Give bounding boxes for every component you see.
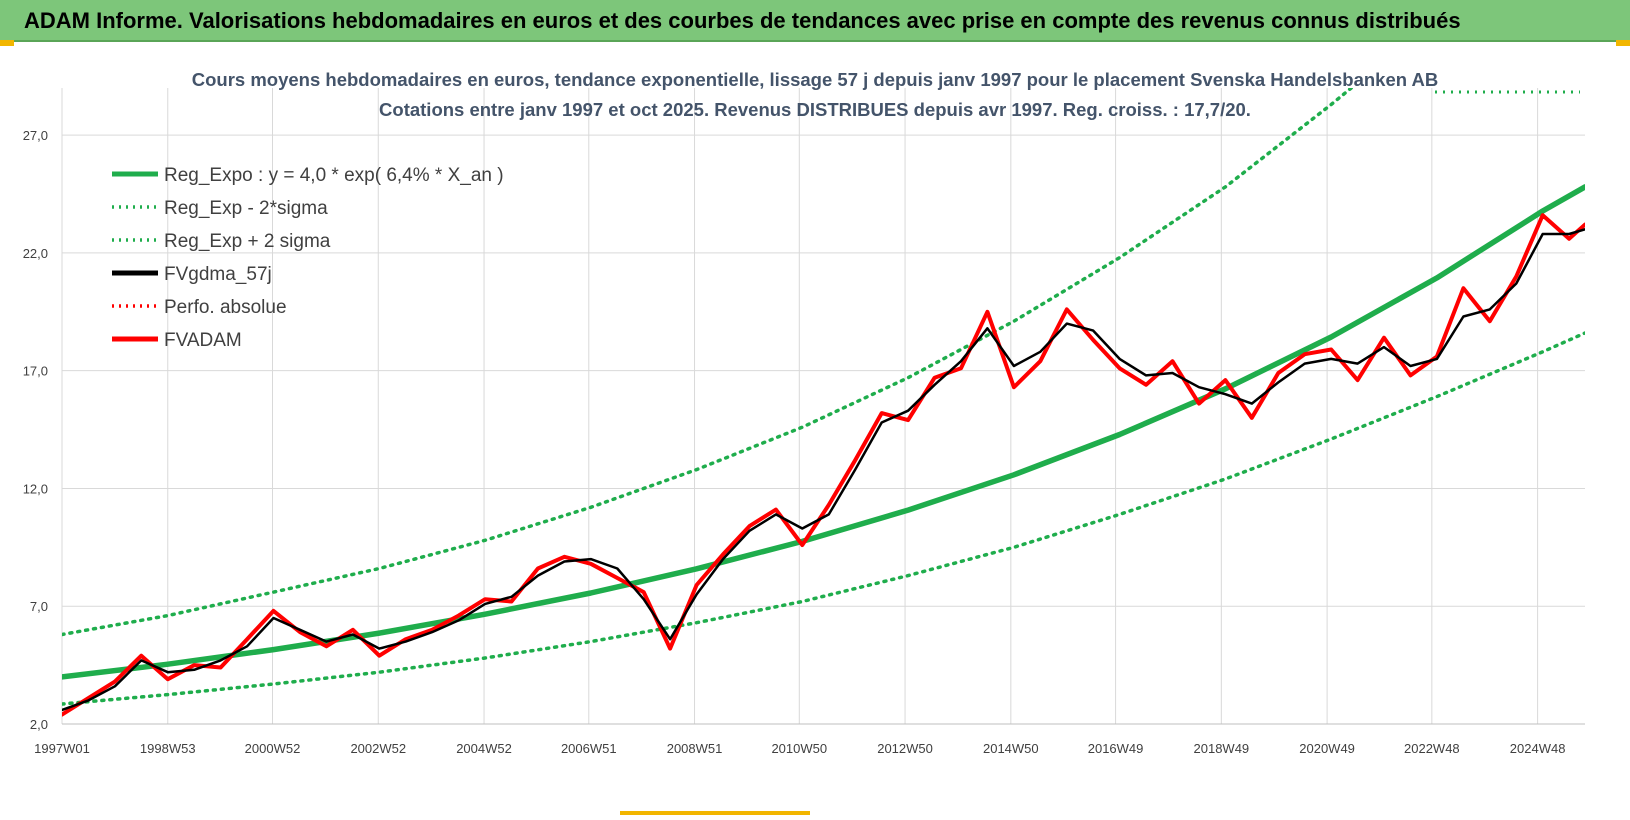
y-tick-label: 7,0 [30,599,48,614]
fvadam-line [62,213,1585,717]
legend-item: FVADAM [112,330,242,351]
x-tick-label: 2024W48 [1510,741,1566,756]
bottom-accent-mark [620,811,810,815]
chart-subtitle: Cotations entre janv 1997 et oct 2025. R… [379,99,1251,120]
y-tick-label: 17,0 [23,364,48,379]
series-layer [62,88,1585,717]
x-tick-label: 2000W52 [245,741,301,756]
page-title: ADAM Informe. Valorisations hebdomadaire… [24,8,1461,33]
header-bar: ADAM Informe. Valorisations hebdomadaire… [0,0,1630,42]
corner-mark-right [1616,40,1630,46]
x-tick-label: 2004W52 [456,741,512,756]
reg-exp-plus-2sigma-line [62,88,1354,637]
reg-exp-minus-2sigma-line [62,331,1585,706]
reg-expo-line [62,184,1585,680]
x-tick-label: 1997W01 [34,741,90,756]
y-tick-label: 22,0 [23,246,48,261]
axis-labels: 2,0 7,0 12,0 17,0 22,0 27,0 1997W01 1998W53 2000… [23,128,1566,756]
legend-label: FVADAM [164,330,242,351]
gridlines [61,88,1585,725]
y-tick-label: 12,0 [23,481,48,496]
legend-item: FVgdma_57j [112,264,272,285]
y-tick-label: 27,0 [23,128,48,143]
x-tick-label: 2012W50 [877,741,933,756]
y-tick-label: 2,0 [30,717,48,732]
x-tick-label: 2014W50 [983,741,1039,756]
x-tick-label: 2022W48 [1404,741,1460,756]
chart-title: Cours moyens hebdomadaires en euros, ten… [192,69,1438,90]
fvgdma-line [62,228,1585,712]
chart-area: 2,0 7,0 12,0 17,0 22,0 27,0 1997W01 1998W53 2000… [0,44,1630,815]
x-tick-label: 2018W49 [1194,741,1250,756]
x-tick-label: 2006W51 [561,741,617,756]
x-tick-label: 2020W49 [1299,741,1355,756]
legend: Reg_Expo : y = 4,0 * exp( 6,4% * X_an ) R… [112,165,504,351]
legend-label: Perfo. absolue [164,297,287,318]
legend-label: Reg_Exp + 2 sigma [164,231,331,252]
x-tick-label: 2002W52 [350,741,406,756]
legend-item: Perfo. absolue [112,297,287,318]
legend-item: Reg_Expo : y = 4,0 * exp( 6,4% * X_an ) [112,165,504,186]
x-tick-label: 2010W50 [771,741,827,756]
legend-label: Reg_Exp - 2*sigma [164,198,328,219]
corner-mark-left [0,40,14,46]
legend-label: Reg_Expo : y = 4,0 * exp( 6,4% * X_an ) [164,165,504,186]
x-tick-label: 1998W53 [140,741,196,756]
legend-label: FVgdma_57j [164,264,272,285]
legend-item: Reg_Exp + 2 sigma [112,231,331,252]
line-chart: 2,0 7,0 12,0 17,0 22,0 27,0 1997W01 1998W53 2000… [23,69,1585,756]
legend-item: Reg_Exp - 2*sigma [112,198,328,219]
x-tick-label: 2008W51 [667,741,723,756]
x-tick-label: 2016W49 [1088,741,1144,756]
